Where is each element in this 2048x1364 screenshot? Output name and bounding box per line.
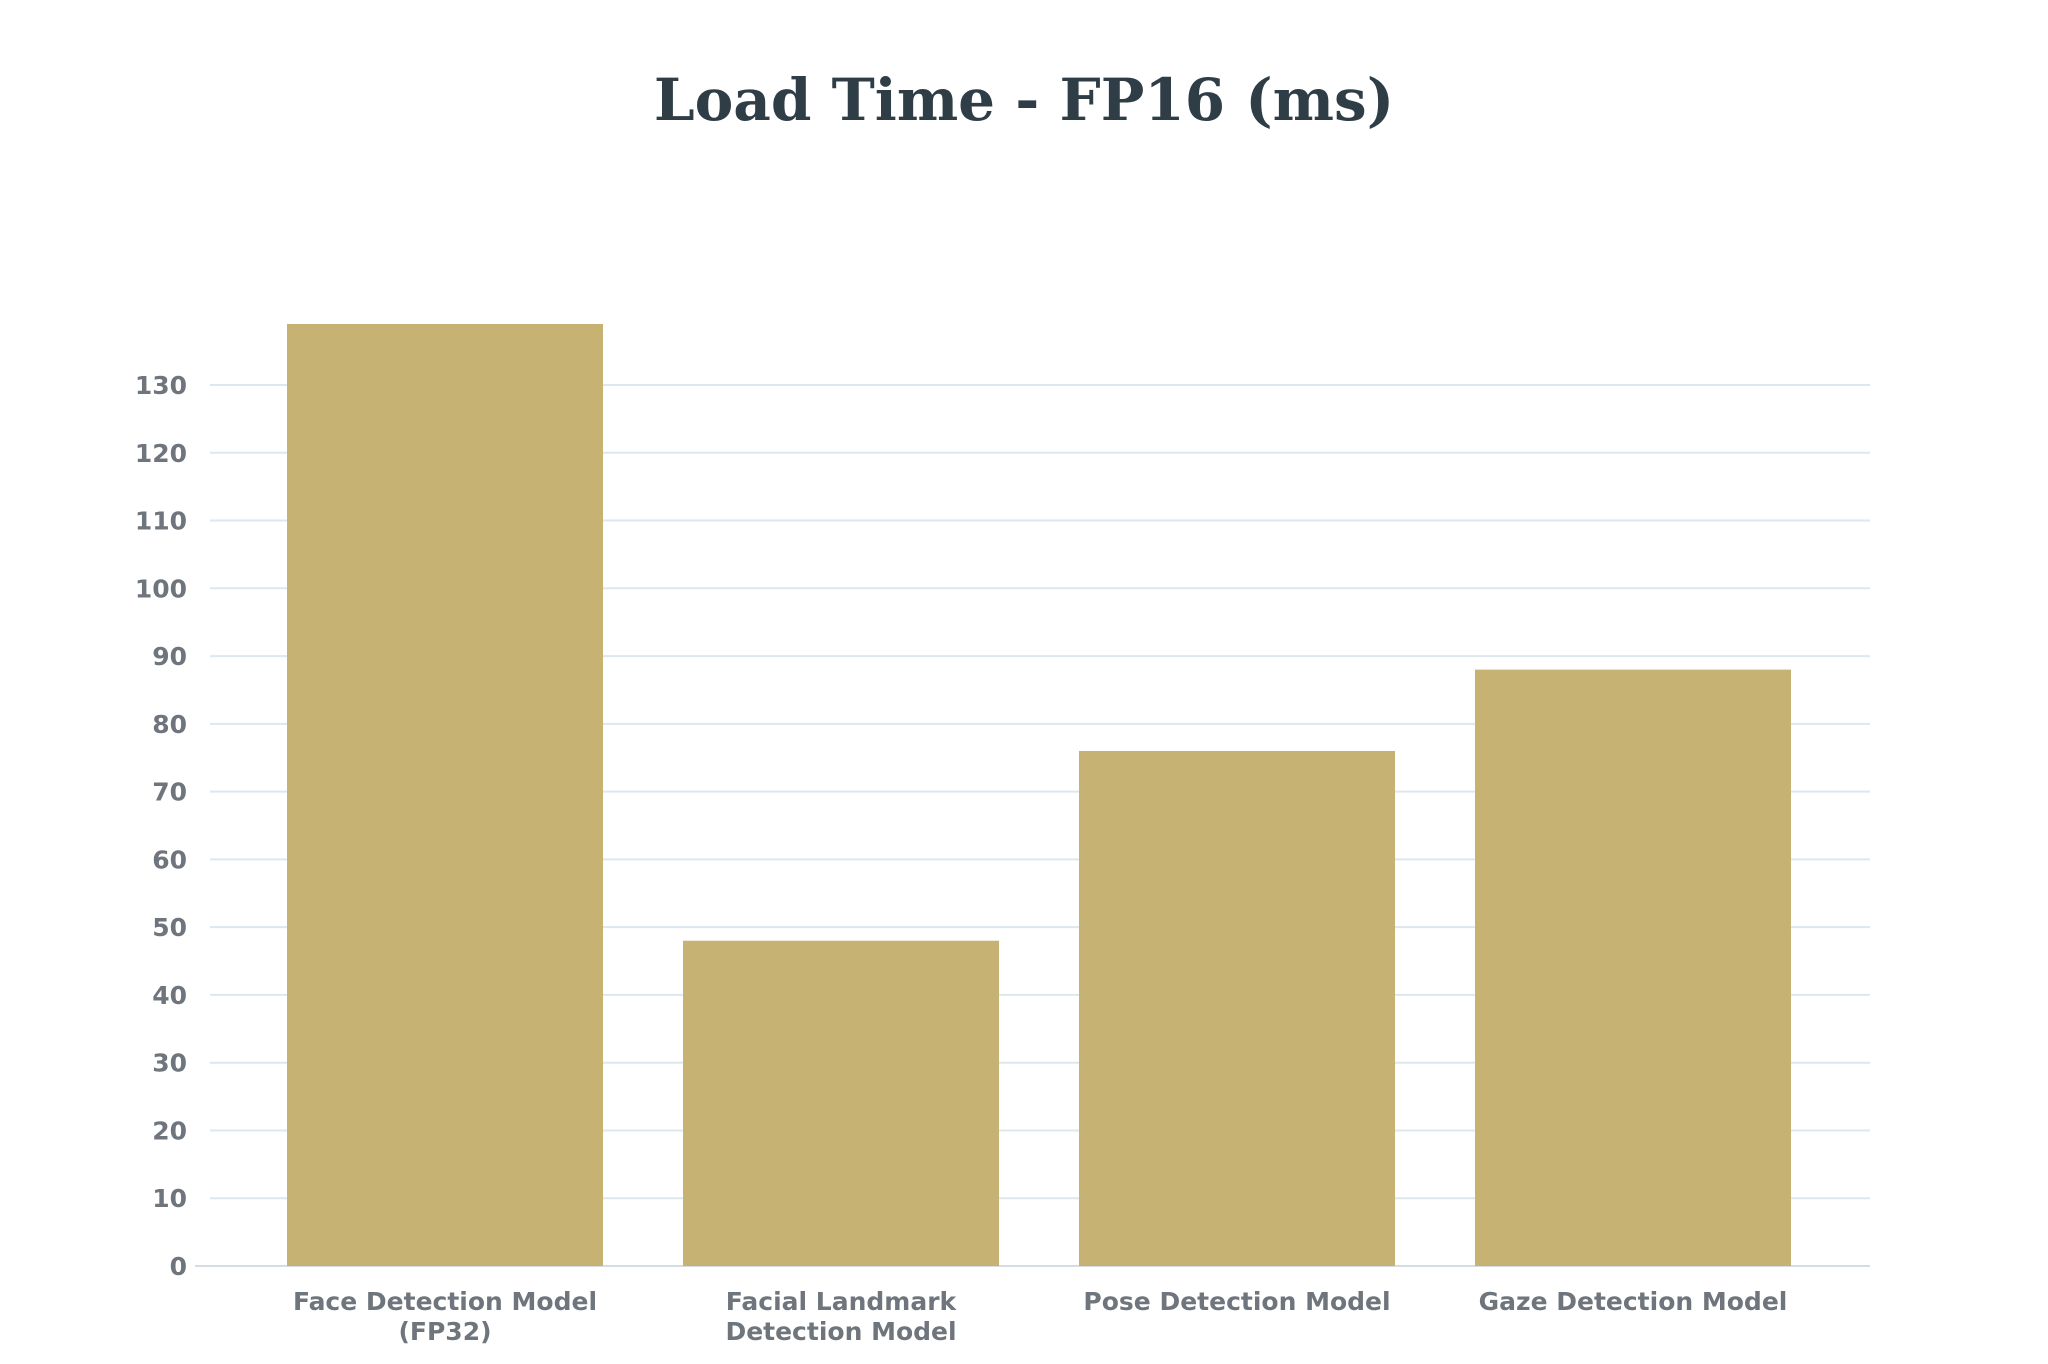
bar: [1475, 669, 1791, 1266]
y-tick-label: 50: [152, 913, 187, 942]
chart-title: Load Time - FP16 (ms): [654, 66, 1394, 134]
y-tick-label: 10: [152, 1184, 187, 1213]
bar: [1079, 750, 1395, 1266]
y-tick-label: 20: [152, 1116, 187, 1145]
y-tick-label: 90: [152, 642, 187, 671]
y-tick-label: 70: [152, 778, 187, 807]
bars: [287, 324, 1791, 1266]
bar: [683, 940, 999, 1266]
x-category-label: Detection Model: [725, 1317, 956, 1346]
x-category-label: Face Detection Model: [293, 1287, 597, 1316]
y-tick-label: 30: [152, 1049, 187, 1078]
x-category-label: (FP32): [398, 1317, 491, 1346]
y-axis-ticks: 0 10 20 30 40 50 60 70 80 90 100 110 120 130: [135, 371, 187, 1281]
x-category-label: Gaze Detection Model: [1479, 1287, 1788, 1316]
x-category-label: Pose Detection Model: [1083, 1287, 1390, 1316]
y-tick-label: 100: [135, 574, 187, 603]
y-tick-label: 130: [135, 371, 187, 400]
y-tick-label: 80: [152, 710, 187, 739]
y-tick-label: 60: [152, 845, 187, 874]
y-tick-label: 120: [135, 439, 187, 468]
y-tick-label: 40: [152, 981, 187, 1010]
bar: [287, 324, 603, 1266]
y-tick-label: 110: [135, 507, 187, 536]
y-tick-label: 0: [170, 1252, 187, 1281]
x-axis-labels: Face Detection Model(FP32) Facial Landmar…: [293, 1287, 1787, 1346]
x-category-label: Facial Landmark: [726, 1287, 958, 1316]
